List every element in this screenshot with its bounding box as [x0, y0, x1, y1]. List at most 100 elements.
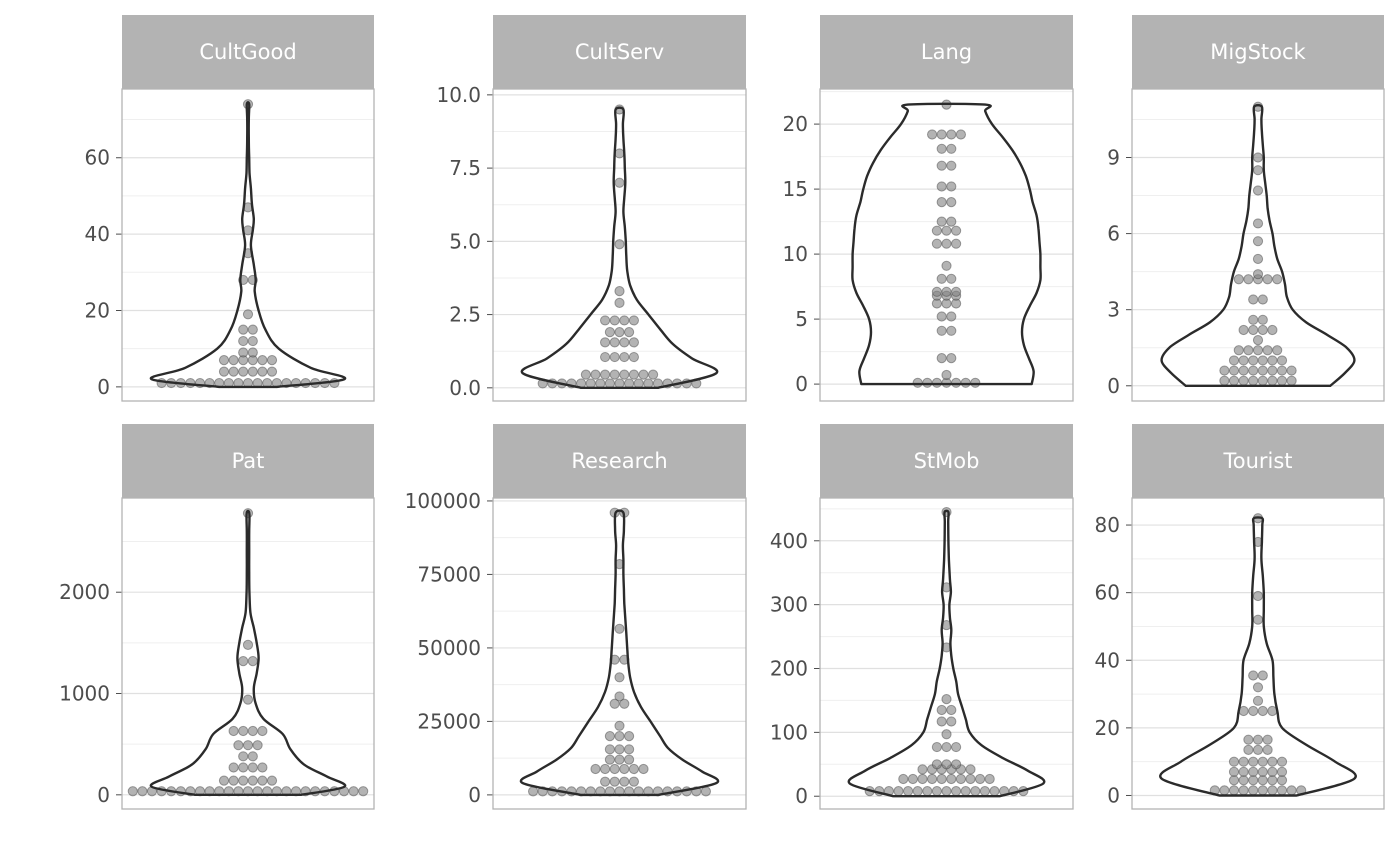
data-point	[228, 762, 239, 773]
facet-pat: 0 1000 2000 Pat	[59, 424, 375, 810]
data-point	[965, 764, 976, 775]
data-point	[1252, 744, 1264, 755]
data-point	[528, 786, 539, 797]
data-point	[1267, 324, 1278, 336]
data-point	[1252, 682, 1264, 693]
data-point	[1243, 744, 1254, 755]
data-point	[628, 315, 640, 326]
facet-label: Tourist	[1222, 449, 1292, 473]
data-point	[946, 773, 957, 785]
data-point	[614, 720, 625, 731]
data-point	[600, 763, 611, 775]
data-point	[1243, 274, 1254, 285]
data-point	[931, 286, 943, 297]
data-point	[628, 351, 640, 363]
data-point	[984, 773, 995, 785]
data-point	[1257, 324, 1268, 336]
violin-outline	[847, 509, 1046, 798]
y-tick-label: 0	[1107, 783, 1120, 807]
data-point	[1238, 365, 1249, 376]
facet-label: CultServ	[575, 40, 664, 64]
data-point	[1228, 785, 1240, 796]
data-point	[1252, 152, 1264, 163]
facet-strip	[493, 15, 746, 89]
data-point	[700, 786, 712, 797]
violin-outline	[520, 106, 719, 389]
y-tick-label: 0	[795, 372, 808, 396]
data-point	[1252, 345, 1264, 356]
data-point	[960, 786, 971, 797]
data-point	[946, 311, 957, 322]
data-point	[238, 762, 249, 773]
data-point	[922, 377, 933, 388]
data-point	[1252, 218, 1264, 229]
data-point	[1238, 324, 1249, 336]
data-point	[614, 297, 625, 308]
data-point	[247, 725, 258, 737]
data-point	[614, 691, 625, 702]
data-point	[1238, 355, 1249, 366]
data-point	[1248, 375, 1259, 386]
data-point	[951, 286, 962, 297]
data-point	[604, 744, 616, 755]
data-point	[936, 325, 947, 336]
data-point	[1276, 756, 1288, 767]
data-point	[1228, 365, 1240, 376]
data-point	[600, 776, 611, 787]
data-point	[628, 776, 640, 787]
facet-strip	[122, 424, 374, 498]
data-point	[228, 725, 239, 737]
data-point	[1257, 365, 1268, 376]
data-point	[1252, 236, 1264, 247]
data-point	[358, 786, 369, 797]
y-tick-label: 10.0	[436, 83, 481, 107]
data-point	[1228, 756, 1240, 767]
data-point	[1238, 785, 1249, 796]
data-point	[1233, 274, 1244, 285]
data-point	[624, 744, 635, 755]
data-point	[1262, 734, 1273, 745]
facet-cultserv: 0.0 2.5 5.0 7.5 10.0 CultServ	[436, 15, 747, 402]
data-point	[648, 369, 659, 380]
data-point	[975, 773, 986, 785]
data-point	[233, 740, 244, 751]
data-point	[600, 351, 611, 363]
data-point	[951, 225, 962, 236]
data-point	[604, 327, 616, 338]
data-point	[960, 377, 971, 388]
data-point	[619, 337, 630, 348]
data-point	[917, 773, 928, 785]
data-point	[951, 377, 962, 388]
data-point	[1238, 756, 1249, 767]
data-point	[1267, 355, 1278, 366]
facet-lang: 0 5 10 15 20 Lang	[783, 15, 1074, 402]
y-tick-label: 0	[795, 784, 808, 808]
data-point	[1252, 614, 1264, 625]
data-point	[266, 366, 278, 377]
data-point	[614, 148, 625, 159]
data-point	[1248, 355, 1259, 366]
data-point	[1248, 294, 1259, 305]
data-point	[1262, 744, 1273, 755]
data-point	[1228, 355, 1240, 366]
data-point	[619, 351, 630, 363]
data-point	[600, 369, 611, 380]
data-point	[1276, 365, 1288, 376]
data-point	[1267, 785, 1278, 796]
data-point	[614, 239, 625, 250]
data-point	[936, 181, 947, 192]
data-point	[1228, 375, 1240, 386]
data-point	[951, 238, 962, 249]
data-point	[127, 786, 138, 797]
data-point	[614, 754, 625, 765]
data-point	[218, 355, 230, 366]
data-point	[238, 347, 249, 358]
data-point	[1286, 375, 1297, 386]
data-point	[247, 366, 258, 377]
data-point	[1219, 365, 1230, 376]
facet-research: 0 25000 50000 75000 100000 Research	[405, 424, 747, 810]
data-point	[580, 369, 592, 380]
data-point	[955, 129, 967, 140]
data-point	[614, 623, 625, 634]
data-point	[242, 639, 254, 650]
